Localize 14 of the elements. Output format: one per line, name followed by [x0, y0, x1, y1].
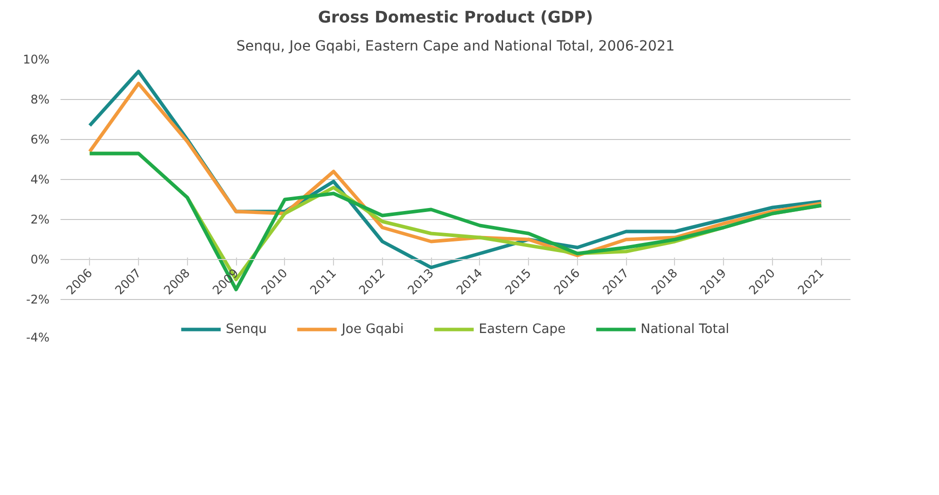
chart-subtitle: Senqu, Joe Gqabi, Eastern Cape and National Total, 2006-2021: [236, 38, 675, 54]
y-tick-label: 6%: [30, 132, 50, 146]
y-tick-label: 8%: [30, 92, 50, 106]
y-tick-label: -4%: [26, 330, 50, 344]
legend-label: Senqu: [226, 322, 267, 336]
legend-label: Joe Gqabi: [342, 322, 404, 336]
legend-label: National Total: [640, 322, 730, 336]
y-tick-label: 0%: [30, 252, 50, 266]
y-tick-label: 2%: [30, 212, 50, 226]
y-tick-label: 4%: [30, 172, 50, 186]
chart-title: Gross Domestic Product (GDP): [318, 8, 594, 26]
y-tick-label: -2%: [26, 292, 50, 306]
legend-label: Eastern Cape: [478, 322, 566, 336]
y-tick-label: 10%: [22, 52, 50, 66]
